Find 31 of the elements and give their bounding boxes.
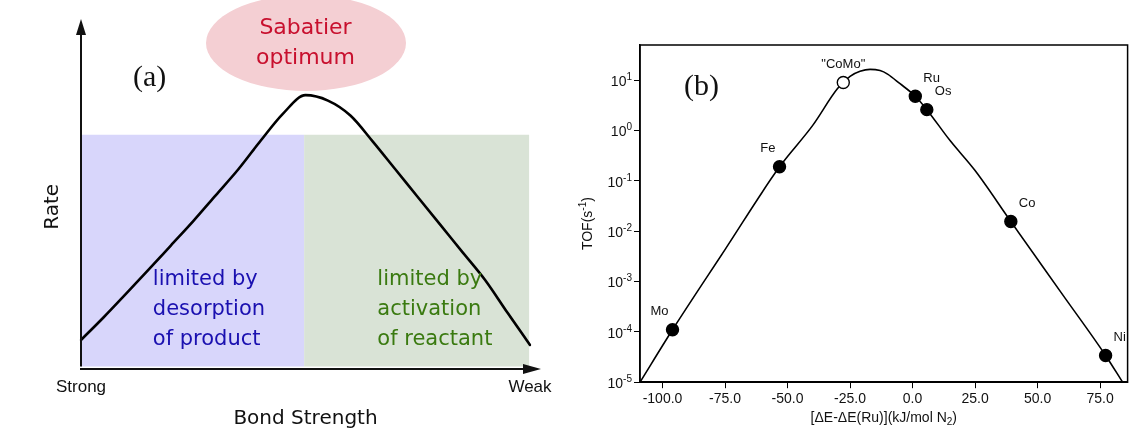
x-tick-label: Weak xyxy=(508,377,553,397)
text: Sabatier optimum xyxy=(256,13,355,69)
x-tick-label: -50.0 xyxy=(771,390,804,407)
point xyxy=(665,323,680,337)
point xyxy=(836,75,850,90)
x-tick-label: -75.0 xyxy=(709,390,742,407)
point xyxy=(908,89,923,103)
y-axis-title: Rate xyxy=(39,183,64,230)
text: (b) xyxy=(684,67,719,102)
point xyxy=(1004,214,1018,229)
point xyxy=(920,102,934,117)
annotation: Fe xyxy=(760,140,776,156)
x-tick-label: Strong xyxy=(55,377,107,397)
point xyxy=(772,160,787,174)
annotation: "CoMo" xyxy=(821,56,866,72)
annotation: limited by desorption of product xyxy=(152,266,266,351)
x-tick-label: 75.0 xyxy=(1086,390,1114,407)
chart-title: (a) xyxy=(133,58,167,93)
x-tick-label: -25.0 xyxy=(834,390,867,407)
x-tick-label: 25.0 xyxy=(961,390,989,407)
x-axis-title: Bond Strength xyxy=(233,404,378,429)
annotation: Ni xyxy=(1113,329,1126,345)
annotation: Ru xyxy=(923,69,940,85)
x-tick-label: 0.0 xyxy=(902,390,923,407)
annotation: Co xyxy=(1018,195,1036,211)
annotation: Os xyxy=(934,83,952,99)
x-tick-label: -100.0 xyxy=(642,390,683,407)
point xyxy=(1098,348,1113,363)
x-tick-label: 50.0 xyxy=(1023,390,1052,407)
annotation: Mo xyxy=(650,303,669,319)
annotation: limited by activation of reactant xyxy=(377,266,493,351)
